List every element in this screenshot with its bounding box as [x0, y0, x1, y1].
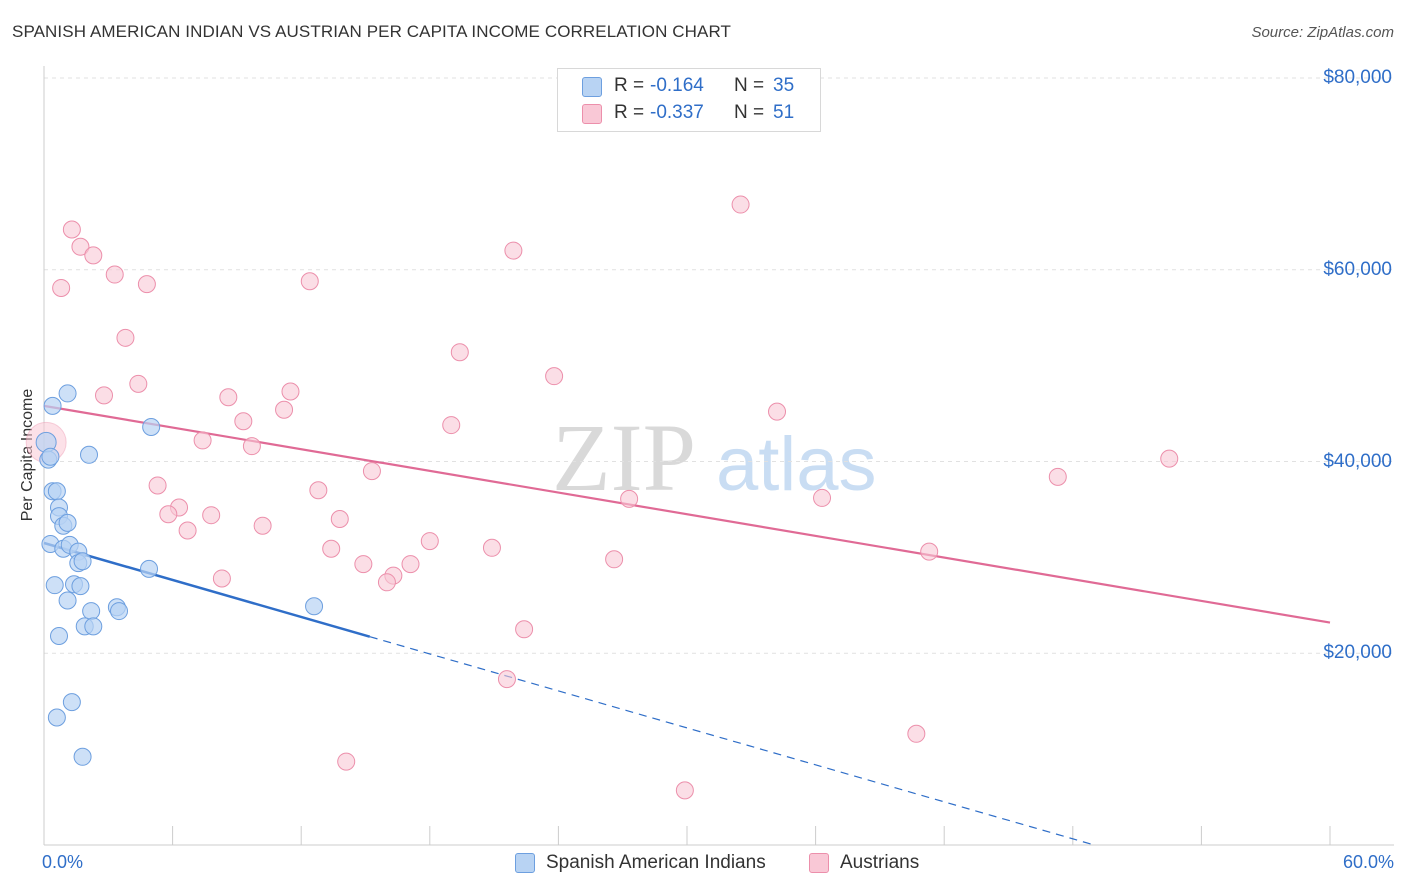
chart-title: SPANISH AMERICAN INDIAN VS AUSTRIAN PER …: [12, 22, 732, 41]
point-austrians: [275, 400, 294, 419]
trendline-spanish-american-indians-extension: [369, 636, 1095, 846]
n-label: N =: [734, 102, 765, 123]
y-tick-label: $80,000: [1323, 67, 1392, 88]
point-spanish-american-indians: [140, 559, 159, 578]
legend-label: Spanish American Indians: [546, 852, 766, 873]
point-austrians: [450, 343, 469, 362]
point-austrians: [545, 367, 564, 386]
point-austrians: [129, 374, 148, 393]
point-austrians: [62, 220, 81, 239]
point-spanish-american-indians: [73, 552, 92, 571]
point-austrians: [605, 550, 624, 569]
point-austrians: [731, 195, 750, 214]
point-spanish-american-indians: [58, 513, 77, 532]
point-austrians: [1048, 467, 1067, 486]
points-layer: [25, 195, 1179, 800]
point-austrians: [95, 386, 114, 405]
point-austrians: [148, 476, 167, 495]
point-austrians: [442, 416, 461, 435]
point-spanish-american-indians: [43, 396, 62, 415]
trendline-spanish-american-indians: [43, 541, 371, 638]
n-label: N =: [734, 75, 765, 96]
point-spanish-american-indians: [73, 747, 92, 766]
blue-swatch: [515, 853, 535, 873]
point-spanish-american-indians: [50, 626, 69, 645]
grid-layer: [44, 77, 1394, 654]
point-spanish-american-indians: [41, 447, 60, 466]
point-spanish-american-indians: [142, 417, 161, 436]
point-austrians: [212, 569, 231, 588]
point-austrians: [768, 402, 787, 421]
point-austrians: [159, 505, 178, 524]
point-austrians: [337, 752, 356, 771]
point-austrians: [675, 781, 694, 800]
point-austrians: [309, 481, 328, 500]
point-austrians: [322, 539, 341, 558]
point-spanish-american-indians: [305, 597, 324, 616]
point-spanish-american-indians: [80, 445, 99, 464]
point-austrians: [281, 382, 300, 401]
source-label: Source: ZipAtlas.com: [1251, 24, 1394, 41]
pink-swatch: [809, 853, 829, 873]
correlation-stats-box: R = -0.164 N = 35 R = -0.337 N = 51: [557, 68, 821, 132]
point-austrians: [234, 412, 253, 431]
x-tick-label-max: 60.0%: [1342, 852, 1394, 872]
legend-label: Austrians: [840, 852, 920, 873]
point-austrians: [377, 573, 396, 592]
n-value: 51: [773, 102, 795, 123]
point-austrians: [84, 246, 103, 265]
point-spanish-american-indians: [45, 576, 64, 595]
point-austrians: [813, 488, 832, 507]
point-spanish-american-indians: [58, 591, 77, 610]
point-austrians: [907, 724, 926, 743]
point-austrians: [105, 265, 124, 284]
point-austrians: [620, 489, 639, 508]
point-austrians: [504, 241, 523, 260]
n-value: 35: [773, 75, 795, 96]
x-tick-label-min: 0.0%: [42, 852, 84, 872]
point-spanish-american-indians: [110, 602, 129, 621]
point-austrians: [52, 278, 71, 297]
point-austrians: [178, 521, 197, 540]
point-austrians: [242, 437, 261, 456]
point-spanish-american-indians: [58, 384, 77, 403]
y-tick-label: $40,000: [1323, 450, 1392, 472]
point-austrians: [193, 431, 212, 450]
r-value: -0.337: [650, 102, 704, 123]
point-austrians: [330, 510, 349, 529]
point-austrians: [116, 328, 135, 347]
point-austrians: [515, 620, 534, 639]
point-austrians: [482, 538, 501, 557]
point-austrians: [354, 555, 373, 574]
watermark-atlas: atlas: [716, 422, 877, 507]
r-label: R =: [614, 102, 645, 123]
point-austrians: [362, 462, 381, 481]
point-austrians: [219, 388, 238, 407]
point-austrians: [497, 670, 516, 689]
r-value: -0.164: [650, 75, 704, 96]
point-spanish-american-indians: [82, 602, 101, 621]
point-austrians: [300, 272, 319, 291]
blue-swatch: [582, 77, 602, 97]
point-austrians: [401, 555, 420, 574]
point-austrians: [420, 532, 439, 551]
point-austrians: [253, 516, 272, 535]
r-label: R =: [614, 75, 645, 96]
point-spanish-american-indians: [71, 577, 90, 596]
y-tick-label: $20,000: [1323, 642, 1392, 664]
point-austrians: [920, 542, 939, 561]
point-spanish-american-indians: [47, 708, 66, 727]
point-spanish-american-indians: [47, 482, 66, 501]
point-austrians: [137, 275, 156, 294]
point-austrians: [71, 237, 90, 256]
point-austrians: [1160, 449, 1179, 468]
point-spanish-american-indians: [84, 617, 103, 636]
y-tick-label: $60,000: [1323, 258, 1392, 280]
pink-swatch: [582, 104, 602, 124]
point-spanish-american-indians: [62, 693, 81, 712]
point-austrians: [202, 506, 221, 525]
